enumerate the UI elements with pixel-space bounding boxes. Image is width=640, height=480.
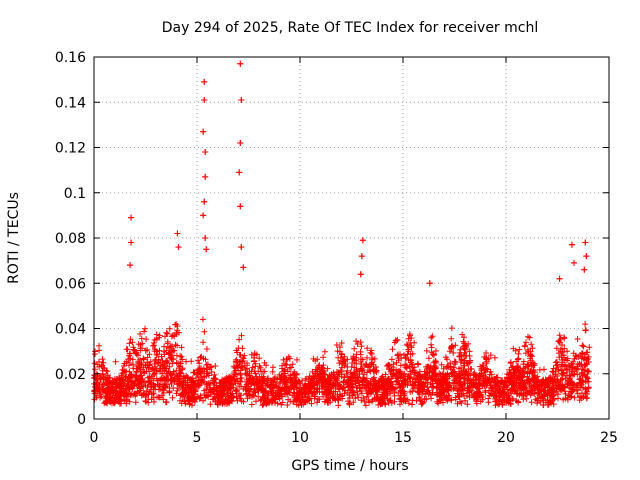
roti-peak-point — [202, 173, 209, 180]
x-axis-label: GPS time / hours — [291, 458, 408, 474]
x-tick-label: 10 — [291, 430, 309, 446]
roti-peak-point — [200, 212, 207, 219]
y-tick-label: 0.08 — [55, 231, 86, 247]
data-points — [91, 60, 593, 409]
roti-peak-point — [582, 239, 589, 246]
roti-peak-point — [568, 241, 575, 248]
y-tick-label: 0.1 — [64, 186, 86, 202]
y-tick-label: 0.04 — [55, 322, 86, 338]
y-tick-label: 0.14 — [55, 95, 86, 111]
chart-title: Day 294 of 2025, Rate Of TEC Index for r… — [162, 20, 538, 36]
y-tick-label: 0.06 — [55, 276, 86, 292]
roti-peak-point — [236, 169, 243, 176]
x-tick-label: 0 — [90, 430, 99, 446]
y-tick-label: 0.02 — [55, 367, 86, 383]
roti-peak-point — [127, 262, 134, 269]
roti-peak-point — [174, 230, 181, 237]
roti-peak-point — [175, 244, 182, 251]
y-axis-label: ROTI / TECUs — [6, 192, 22, 284]
axis-ticks — [93, 56, 610, 420]
roti-peak-point — [581, 266, 588, 273]
x-tick-label: 20 — [497, 430, 515, 446]
roti-peak-point — [357, 271, 364, 278]
roti-peak-point — [358, 253, 365, 260]
y-tick-label: 0 — [77, 412, 86, 428]
roti-peak-point — [556, 275, 563, 282]
roti-peak-point — [426, 280, 433, 287]
y-tick-labels: 0 0.02 0.04 0.06 0.08 0.1 0.12 0.14 0.16 — [55, 50, 86, 428]
roti-peak-point — [238, 96, 245, 103]
roti-peak-point — [237, 60, 244, 67]
roti-point-markers — [91, 60, 593, 409]
roti-peak-point — [237, 203, 244, 210]
roti-peak-point — [583, 253, 590, 260]
x-tick-label: 5 — [193, 430, 202, 446]
x-tick-labels: 0 5 10 15 20 25 — [90, 430, 618, 446]
roti-peak-point — [202, 235, 209, 241]
x-tick-label: 15 — [394, 430, 412, 446]
roti-peak-point — [200, 128, 207, 135]
roti-peak-point — [201, 96, 208, 103]
roti-peak-point — [202, 149, 209, 156]
grid-layer — [94, 57, 609, 419]
roti-peak-point — [238, 244, 245, 251]
roti-peak-point — [201, 78, 208, 85]
roti-peak-point — [240, 264, 247, 271]
roti-peak-point — [237, 139, 244, 146]
roti-peak-point — [201, 198, 208, 205]
roti-peak-point — [570, 259, 577, 266]
y-tick-label: 0.16 — [55, 50, 86, 66]
roti-peak-point — [203, 246, 210, 253]
roti-peak-point — [359, 237, 366, 244]
x-tick-label: 25 — [600, 430, 618, 446]
roti-peak-point — [128, 214, 135, 221]
roti-peak-point — [128, 239, 135, 246]
y-tick-label: 0.12 — [55, 141, 86, 157]
